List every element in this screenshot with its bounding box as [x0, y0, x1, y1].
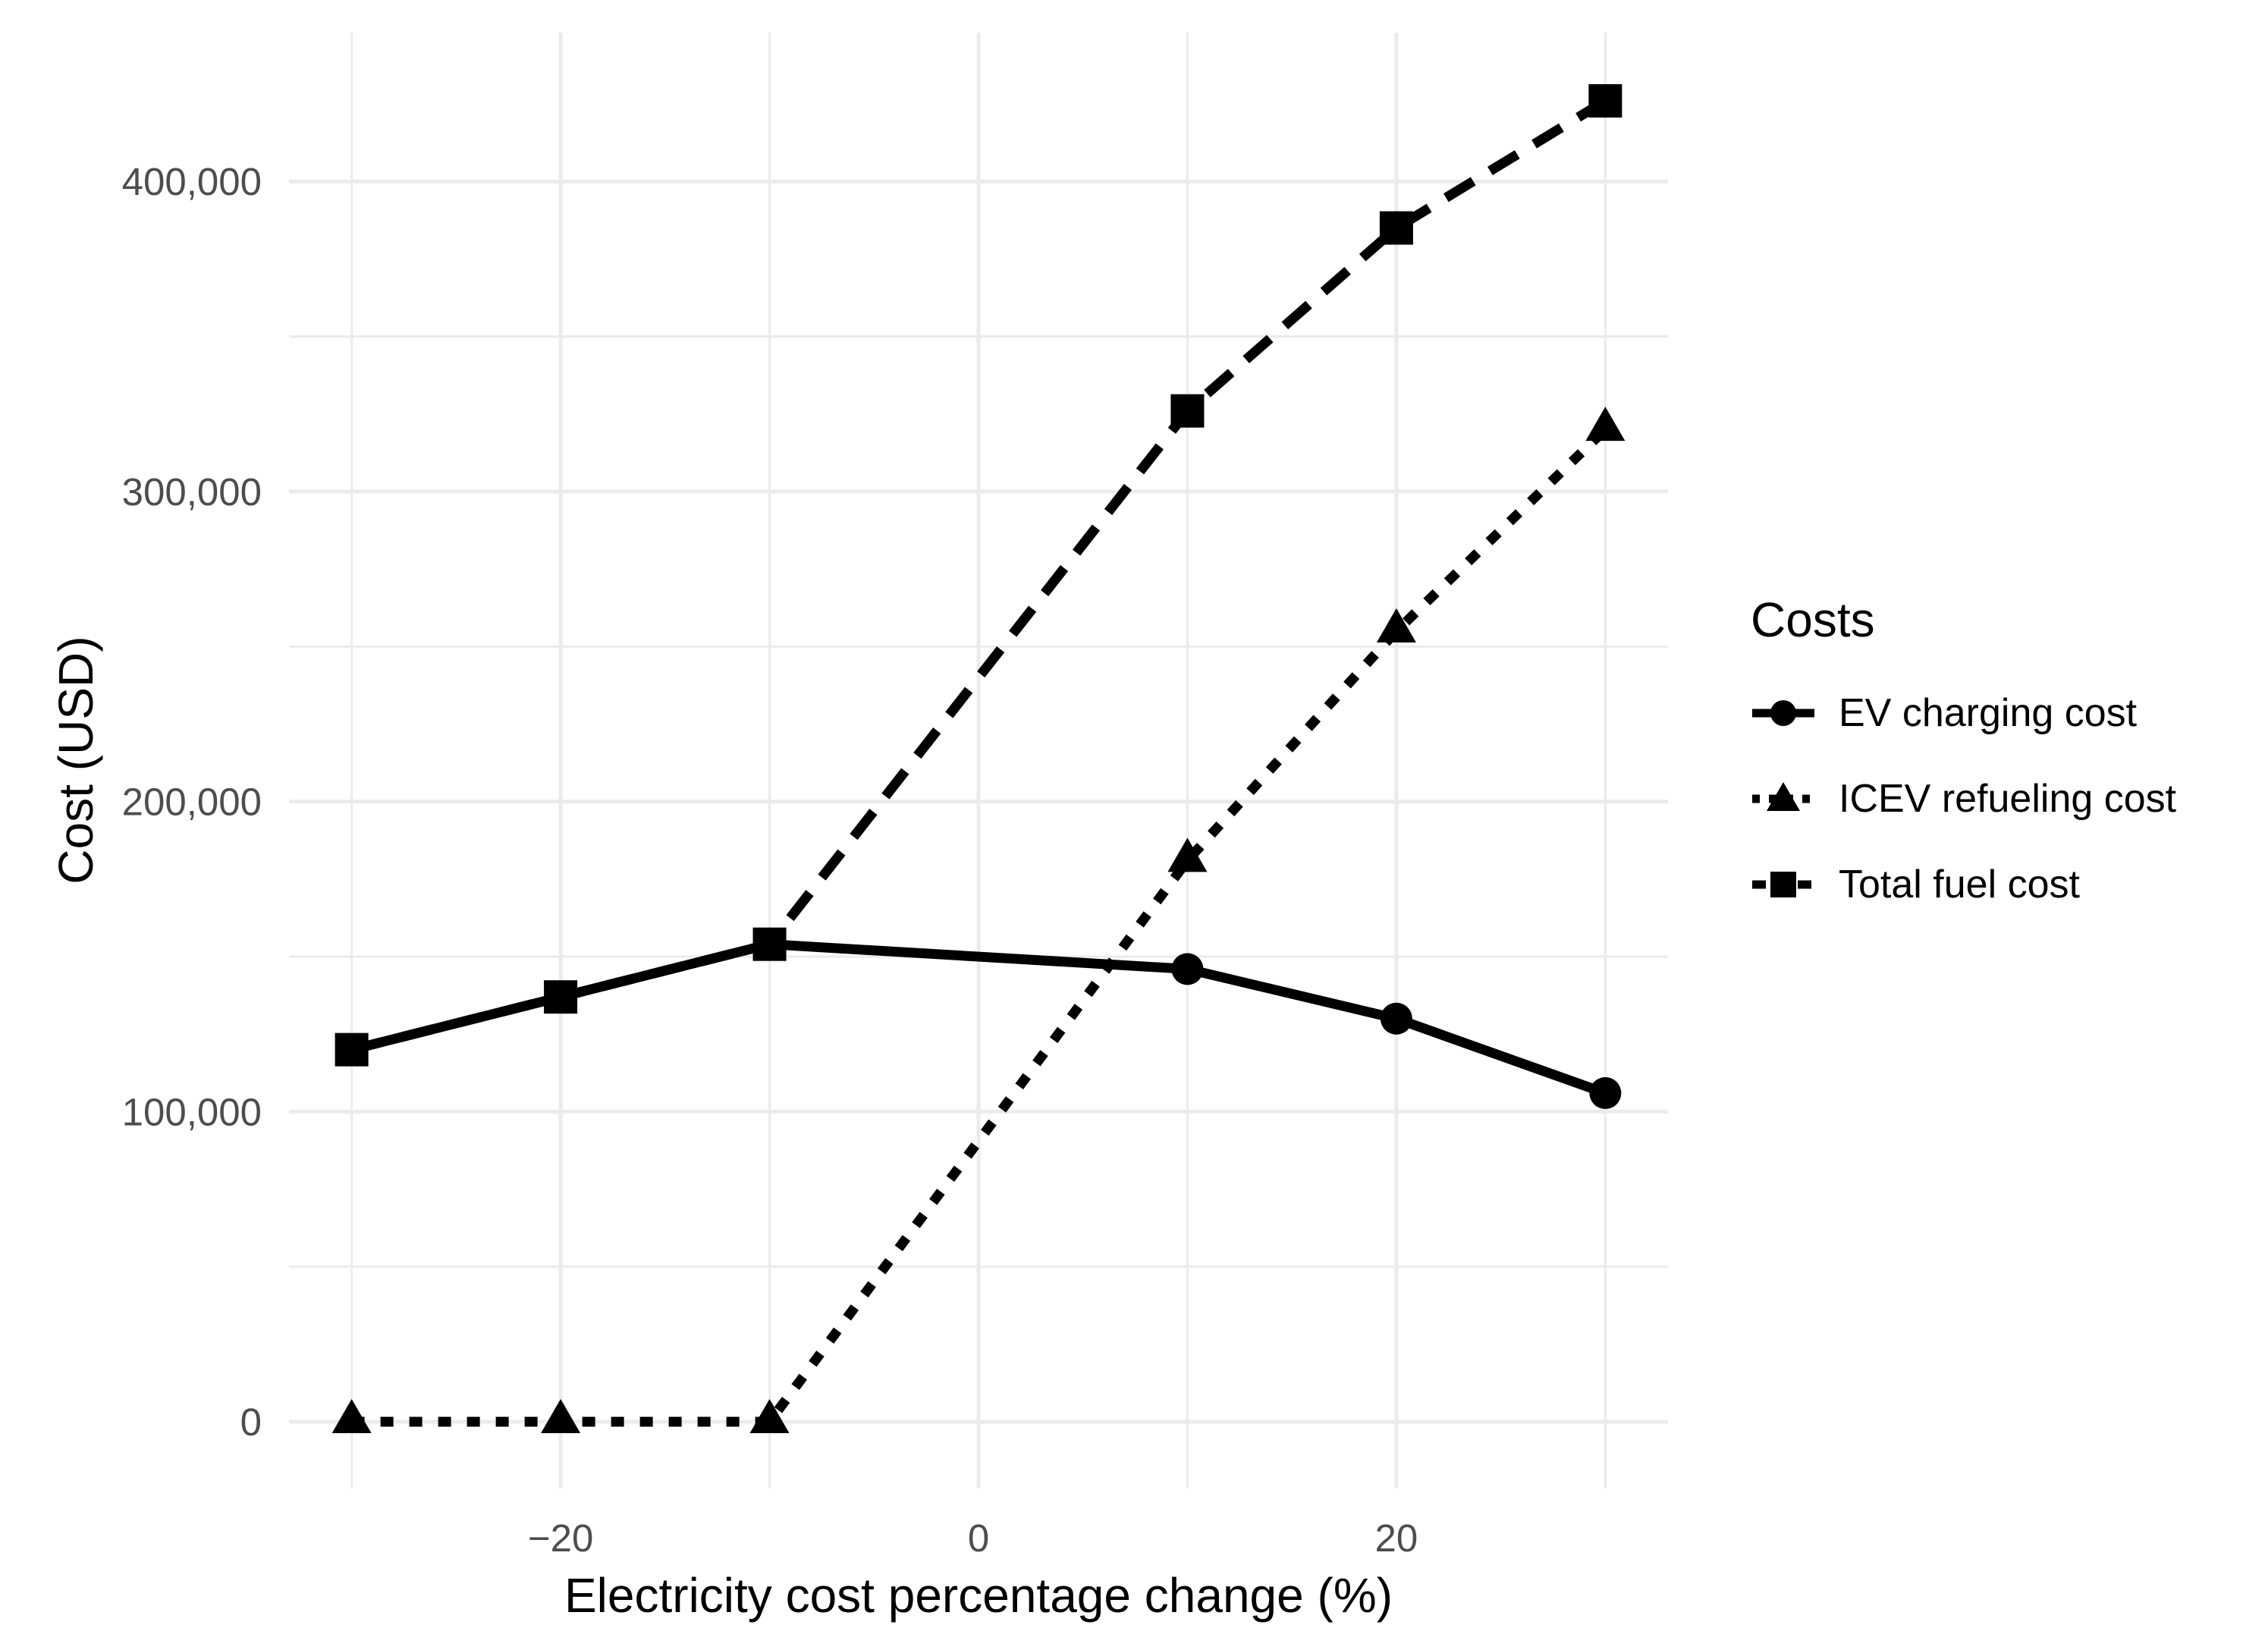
marker-triangle-icev-refueling-cost	[541, 1399, 581, 1434]
marker-square-total-fuel-cost	[1379, 211, 1413, 245]
series-line-icev-refueling-cost	[351, 426, 1609, 1427]
legend-entry-ev-charging-cost: EV charging cost	[1751, 683, 2176, 743]
marker-circle-ev-charging-cost	[1171, 953, 1204, 985]
legend-title: Costs	[1751, 592, 1875, 647]
y-tick-label: 0	[240, 1400, 262, 1444]
marker-triangle-icev-refueling-cost	[331, 1399, 372, 1434]
series-markers-total-fuel-cost	[335, 83, 1622, 1067]
y-tick-label: 400,000	[122, 160, 262, 203]
series-markers-icev-refueling-cost	[331, 407, 1626, 1434]
y-tick-label: 100,000	[122, 1090, 262, 1133]
marker-square-total-fuel-cost	[1588, 83, 1622, 118]
marker-triangle-icev-refueling-cost	[1376, 608, 1416, 643]
x-tick-label: 20	[1375, 1516, 1418, 1560]
y-axis-title: Cost (USD)	[49, 636, 103, 885]
marker-square-total-fuel-cost	[752, 927, 787, 961]
legend-entry-label: EV charging cost	[1839, 691, 2138, 735]
legend-entry-label: Total fuel cost	[1839, 863, 2080, 907]
marker-square-total-fuel-cost	[544, 980, 578, 1014]
y-tick-label: 200,000	[122, 781, 262, 824]
x-tick-label: 0	[968, 1516, 989, 1560]
y-tick-label: 300,000	[122, 470, 262, 514]
legend-entries: EV charging cost ICEV refueling cost Total…	[1751, 683, 2176, 915]
series-line-total-fuel-cost	[350, 96, 1608, 1054]
marker-triangle-icev-refueling-cost	[1585, 407, 1626, 442]
legend-key-triangle	[1767, 782, 1800, 811]
legend-entry-total-fuel-cost: Total fuel cost	[1751, 854, 2176, 915]
legend-key-square	[1770, 872, 1796, 897]
marker-triangle-icev-refueling-cost	[749, 1399, 790, 1434]
legend-key-circle	[1770, 700, 1796, 726]
marker-circle-ev-charging-cost	[1589, 1076, 1622, 1109]
legend-entry-icev-refueling-cost: ICEV refueling cost	[1751, 768, 2176, 829]
marker-square-total-fuel-cost	[335, 1032, 369, 1067]
grid-major	[289, 33, 1668, 1488]
legend-entry-label: ICEV refueling cost	[1839, 777, 2177, 821]
legend-key-triangle-icon	[1752, 782, 1814, 811]
x-axis-title: Electricity cost percentage change (%)	[564, 1568, 1393, 1623]
marker-square-total-fuel-cost	[1170, 394, 1205, 428]
legend-key-circle-icon	[1752, 700, 1814, 726]
marker-triangle-icev-refueling-cost	[1167, 838, 1208, 872]
x-tick-label: −20	[528, 1516, 594, 1560]
legend-key-square-icon	[1752, 872, 1814, 897]
legend: Costs EV charging cost ICEV refueling cos…	[1751, 592, 2176, 940]
marker-circle-ev-charging-cost	[1380, 1002, 1412, 1035]
